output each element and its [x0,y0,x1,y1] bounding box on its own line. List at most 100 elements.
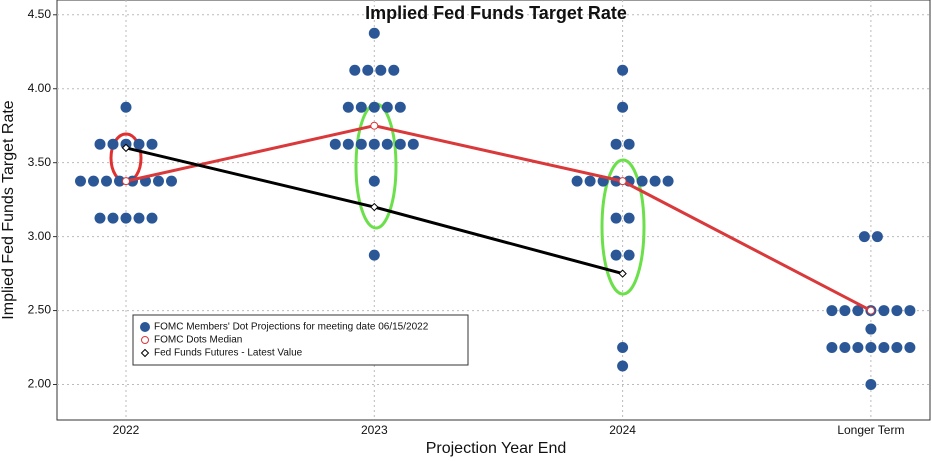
dot [349,64,361,76]
x-tick-label: 2024 [609,423,636,437]
dot [107,212,119,224]
x-tick-label: Longer Term [837,423,904,437]
dot [878,305,890,317]
dot [381,138,393,150]
y-tick-label: 2.00 [28,377,52,391]
y-tick-label: 3.00 [28,229,52,243]
dot [826,342,838,354]
dot [381,101,393,113]
dot [407,138,419,150]
dot [571,175,583,187]
dot [865,323,877,335]
dot [166,175,177,187]
dot [852,342,864,354]
dot [329,138,341,150]
dot [904,305,916,317]
legend: FOMC Members' Dot Projections for meetin… [132,314,469,366]
dot [120,101,132,113]
dot [94,138,106,150]
dot [623,212,635,224]
dot [610,138,622,150]
dot [342,138,354,150]
dot [362,64,374,76]
marker [618,269,627,278]
dot [94,212,106,224]
dot [858,231,870,243]
dot [368,175,380,187]
dot [133,138,145,150]
legend-marker [141,336,149,344]
dot [88,175,99,187]
dot [865,379,877,391]
marks [75,27,916,391]
dot [839,342,851,354]
dot [107,138,119,150]
dot [617,64,629,76]
chart-title: Implied Fed Funds Target Rate [365,3,627,23]
plot-frame [56,0,931,421]
dot [871,231,883,243]
dot [878,342,890,354]
dot [368,101,380,113]
marker [370,121,379,130]
dot [623,249,635,261]
legend-marker [140,348,150,358]
dot [120,212,132,224]
y-tick-label: 4.00 [28,81,52,95]
x-tick-label: 2023 [361,423,388,437]
dot [617,360,629,372]
line [125,124,872,312]
dot [375,64,387,76]
dot [394,101,406,113]
dot [394,138,406,150]
dot [623,138,635,150]
dot [617,342,629,354]
dot [610,212,622,224]
dot [355,101,367,113]
dot [114,175,125,187]
dot [355,138,367,150]
highlight-ellipse [600,158,646,296]
dot [368,138,380,150]
dot [146,212,158,224]
dot [865,342,877,354]
x-tick-label: 2022 [113,423,140,437]
y-axis-label: Implied Fed Funds Target Rate [0,100,17,319]
marker [866,306,875,315]
legend-label: FOMC Dots Median [154,335,242,346]
dot [904,342,916,354]
y-tick-label: 3.50 [28,155,52,169]
dot [891,342,903,354]
legend-box [132,314,469,366]
dot [826,305,838,317]
dot [368,249,380,261]
dot [388,64,400,76]
dot [636,175,648,187]
legend-marker [140,322,150,332]
x-axis-label: Projection Year End [426,440,567,457]
dot [649,175,661,187]
marker [618,177,627,186]
dot [617,101,629,113]
legend-label: Fed Funds Futures - Latest Value [154,348,303,359]
marker [121,143,131,153]
dot [133,212,145,224]
y-tick-label: 4.50 [28,7,52,21]
dot [101,175,112,187]
dot [891,305,903,317]
legend-label: FOMC Members' Dot Projections for meetin… [154,322,429,333]
marker [122,177,130,186]
y-tick-label: 2.50 [28,303,52,317]
dot [852,305,864,317]
marker [370,202,379,212]
dot [610,249,622,261]
dot [839,305,851,317]
dot [75,175,86,187]
dot [584,175,596,187]
dot [153,175,164,187]
dot [368,27,380,39]
dot [342,101,354,113]
dot [662,175,674,187]
